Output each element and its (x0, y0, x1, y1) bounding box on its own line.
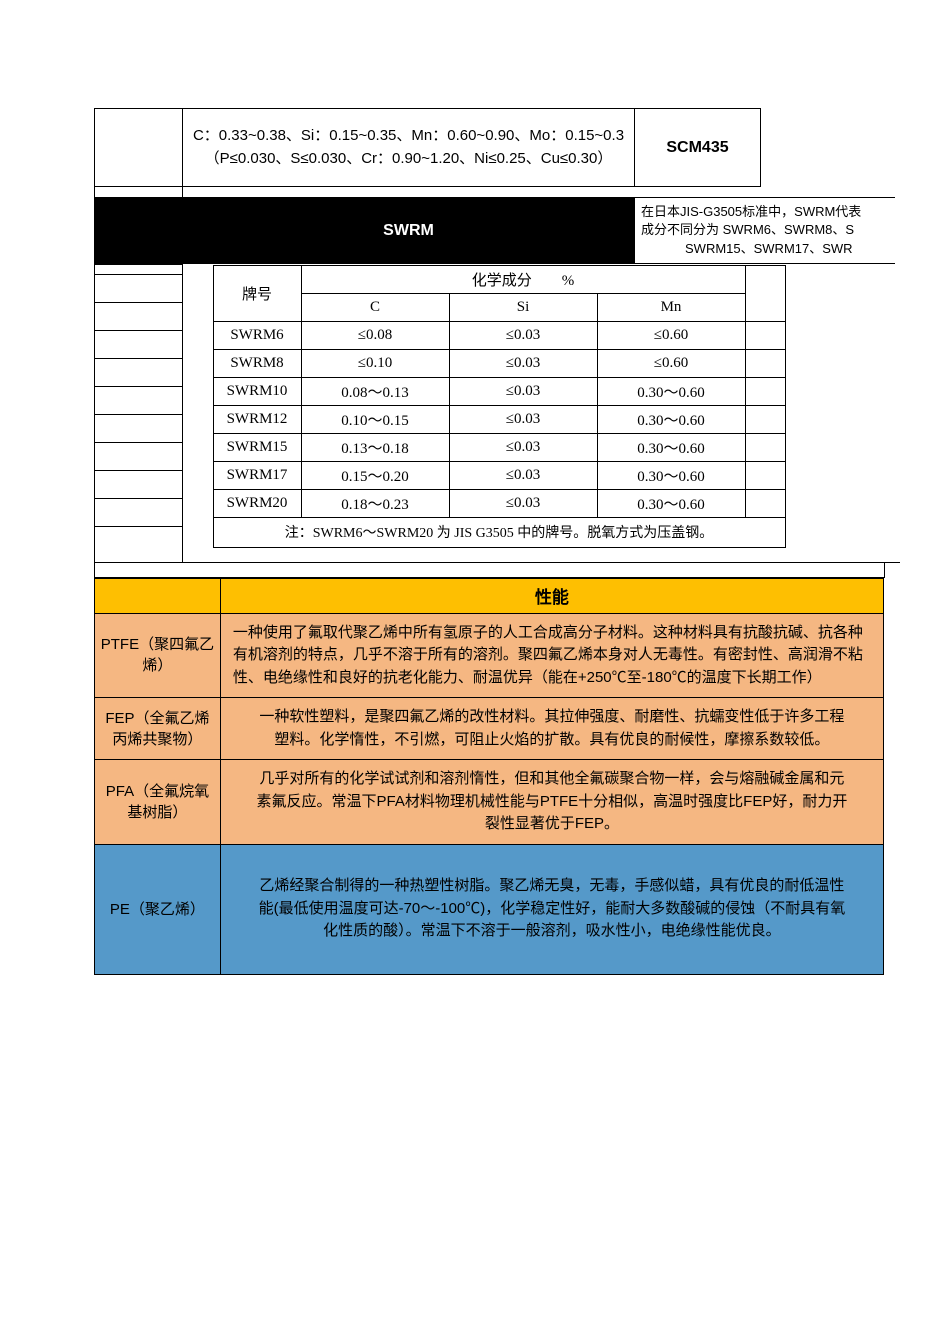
swrm-label: SWRM (183, 198, 635, 264)
table-row: SWRM200.18～0.23≤0.030.30～0.60 (213, 489, 785, 517)
stub-row-c (95, 303, 183, 331)
material-row-ptfe: PTFE（聚四氟乙烯） 一种使用了氟取代聚乙烯中所有氢原子的人工合成高分子材料。… (95, 613, 884, 698)
table-row: SWRM8≤0.10≤0.03≤0.60 (213, 349, 785, 377)
gap-table-1 (94, 187, 761, 197)
swrm-chem-table: 牌号 化学成分 % C Si Mn SWRM6≤0.08≤0.03≤0.60 S… (213, 265, 786, 548)
material-row-pe: PE（聚乙烯） 乙烯经聚合制得的一种热塑性树脂。聚乙烯无臭，无毒，手感似蜡，具有… (95, 844, 884, 974)
col-mn: Mn (597, 293, 745, 321)
material-label: PTFE（聚四氟乙烯） (95, 613, 221, 698)
swrm-note-line2: 成分不同分为 SWRM6、SWRM8、S (641, 222, 854, 237)
material-desc: 一种软性塑料，是聚四氟乙烯的改性材料。其拉伸强度、耐磨性、抗蠕变性低于许多工程塑… (220, 698, 883, 760)
stub-row-g (95, 415, 183, 443)
stub-row-i (95, 471, 183, 499)
gap2 (95, 563, 885, 577)
material-label: PE（聚乙烯） (95, 844, 221, 974)
scm-table: C：0.33~0.38、Si：0.15~0.35、Mn：0.60~0.90、Mo… (94, 108, 761, 187)
nested-table-cell: 牌号 化学成分 % C Si Mn SWRM6≤0.08≤0.03≤0.60 S… (213, 265, 786, 563)
table-row: SWRM100.08～0.13≤0.030.30～0.60 (213, 377, 785, 405)
table-row: SWRM6≤0.08≤0.03≤0.60 (213, 321, 785, 349)
swrm-footnote: 注：SWRM6～SWRM20 为 JIS G3505 中的牌号。脱氧方式为压盖钢… (213, 517, 785, 547)
scm-description: C：0.33~0.38、Si：0.15~0.35、Mn：0.60~0.90、Mo… (183, 109, 635, 187)
swrm-footnote-row: 注：SWRM6～SWRM20 为 JIS G3505 中的牌号。脱氧方式为压盖钢… (213, 517, 785, 547)
material-desc: 乙烯经聚合制得的一种热塑性树脂。聚乙烯无臭，无毒，手感似蜡，具有优良的耐低温性能… (220, 844, 883, 974)
chem-header: 化学成分 % (301, 265, 745, 293)
material-row-pfa: PFA（全氟烷氧基树脂） 几乎对所有的化学试试剂和溶剂惰性，但和其他全氟碳聚合物… (95, 760, 884, 845)
col-si: Si (449, 293, 597, 321)
swrm-black-stub (95, 198, 183, 264)
swrm-note-line1: 在日本JIS-G3505标准中，SWRM代表 (641, 204, 861, 219)
table-row: SWRM120.10～0.15≤0.030.30～0.60 (213, 405, 785, 433)
swrm-side-note: 在日本JIS-G3505标准中，SWRM代表 成分不同分为 SWRM6、SWRM… (635, 198, 895, 264)
properties-table: 性能 PTFE（聚四氟乙烯） 一种使用了氟取代聚乙烯中所有氢原子的人工合成高分子… (94, 578, 884, 975)
document-container: C：0.33~0.38、Si：0.15~0.35、Mn：0.60~0.90、Mo… (0, 0, 945, 975)
col-c: C (301, 293, 449, 321)
swrm-header-table: SWRM 在日本JIS-G3505标准中，SWRM代表 成分不同分为 SWRM6… (94, 197, 895, 264)
stub-row-h (95, 443, 183, 471)
material-desc: 一种使用了氟取代聚乙烯中所有氢原子的人工合成高分子材料。这种材料具有抗酸抗碱、抗… (220, 613, 883, 698)
gap-table-2 (94, 563, 885, 578)
stub-row-f (95, 387, 183, 415)
nested-spacer-left (183, 265, 213, 563)
gap-stub (95, 187, 183, 197)
scm-code: SCM435 (635, 109, 761, 187)
stub-row-d (95, 331, 183, 359)
gap-right (183, 187, 761, 197)
grade-header: 牌号 (213, 265, 301, 321)
stub-row-a (95, 265, 183, 275)
table-row: SWRM150.13～0.18≤0.030.30～0.60 (213, 433, 785, 461)
material-label: PFA（全氟烷氧基树脂） (95, 760, 221, 845)
table-row: SWRM170.15～0.20≤0.030.30～0.60 (213, 461, 785, 489)
swrm-note-line3: SWRM15、SWRM17、SWR (641, 241, 853, 256)
props-header-left (95, 578, 221, 613)
chem-stub-right (745, 265, 785, 321)
nested-spacer-right (786, 265, 900, 563)
stub-row-e (95, 359, 183, 387)
material-label: FEP（全氟乙烯丙烯共聚物） (95, 698, 221, 760)
stub-row-k (95, 527, 183, 563)
stub-row-j (95, 499, 183, 527)
material-row-fep: FEP（全氟乙烯丙烯共聚物） 一种软性塑料，是聚四氟乙烯的改性材料。其拉伸强度、… (95, 698, 884, 760)
scm-left-stub (95, 109, 183, 187)
props-header: 性能 (220, 578, 883, 613)
stub-row-b (95, 275, 183, 303)
swrm-outer-table: 牌号 化学成分 % C Si Mn SWRM6≤0.08≤0.03≤0.60 S… (94, 264, 900, 563)
material-desc: 几乎对所有的化学试试剂和溶剂惰性，但和其他全氟碳聚合物一样，会与熔融碱金属和元素… (220, 760, 883, 845)
